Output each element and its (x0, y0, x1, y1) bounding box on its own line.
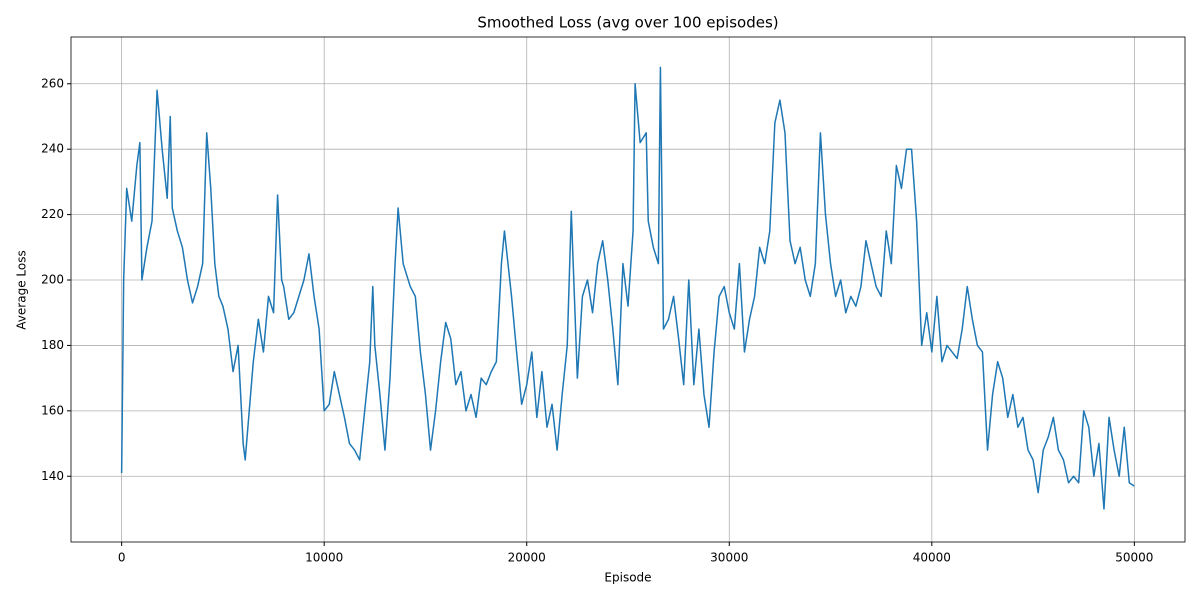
y-tick-label: 240 (41, 142, 64, 156)
x-tick-label: 0 (118, 551, 126, 565)
y-axis-label: Average Loss (15, 250, 29, 329)
y-tick-label: 260 (41, 76, 64, 90)
x-tick-label: 10000 (305, 551, 343, 565)
y-tick-label: 220 (41, 207, 64, 221)
y-tick-label: 140 (41, 469, 64, 483)
x-tick-label: 40000 (913, 551, 951, 565)
plot-frame (70, 36, 1186, 543)
x-tick-label: 30000 (710, 551, 748, 565)
x-axis-label: Episode (604, 571, 651, 585)
y-tick-label: 180 (41, 338, 64, 352)
x-tick-label: 20000 (508, 551, 546, 565)
x-tick-label: 50000 (1115, 551, 1153, 565)
chart-title: Smoothed Loss (avg over 100 episodes) (477, 14, 778, 32)
y-tick-label: 200 (41, 273, 64, 287)
y-tick-label: 160 (41, 403, 64, 417)
line-series (120, 66, 1135, 510)
